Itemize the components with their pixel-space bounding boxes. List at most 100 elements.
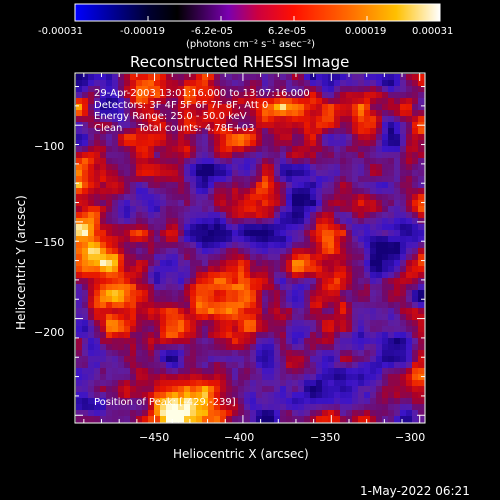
heatmap-pixel xyxy=(250,224,257,231)
heatmap-pixel xyxy=(124,380,131,387)
heatmap-pixel xyxy=(106,260,113,267)
heatmap-pixel xyxy=(286,392,293,399)
heatmap-pixel xyxy=(130,92,137,99)
heatmap-pixel xyxy=(100,110,107,117)
heatmap-pixel xyxy=(76,212,83,219)
heatmap-pixel xyxy=(304,158,311,165)
heatmap-pixel xyxy=(208,404,215,411)
heatmap-pixel xyxy=(142,92,149,99)
heatmap-pixel xyxy=(418,254,425,261)
heatmap-pixel xyxy=(112,392,119,399)
heatmap-pixel xyxy=(172,278,179,285)
heatmap-pixel xyxy=(88,104,95,111)
heatmap-pixel xyxy=(184,164,191,171)
heatmap-pixel xyxy=(130,158,137,165)
heatmap-pixel xyxy=(82,176,89,183)
heatmap-pixel xyxy=(154,74,161,81)
heatmap-pixel xyxy=(208,248,215,255)
heatmap-pixel xyxy=(232,92,239,99)
heatmap-pixel xyxy=(286,338,293,345)
heatmap-pixel xyxy=(226,230,233,237)
heatmap-pixel xyxy=(172,350,179,357)
heatmap-pixel xyxy=(286,134,293,141)
heatmap-pixel xyxy=(244,104,251,111)
heatmap-pixel xyxy=(406,188,413,195)
heatmap-pixel xyxy=(178,266,185,273)
heatmap-pixel xyxy=(130,416,137,423)
heatmap-pixel xyxy=(298,194,305,201)
heatmap-pixel xyxy=(340,374,347,381)
heatmap-pixel xyxy=(106,284,113,291)
x-tick-label: −400 xyxy=(224,431,255,444)
heatmap-pixel xyxy=(76,200,83,207)
heatmap-pixel xyxy=(106,92,113,99)
heatmap-pixel xyxy=(418,362,425,369)
heatmap-pixel xyxy=(418,224,425,231)
heatmap-pixel xyxy=(214,128,221,135)
heatmap-pixel xyxy=(112,266,119,273)
heatmap-pixel xyxy=(364,152,371,159)
heatmap-pixel xyxy=(232,296,239,303)
heatmap-pixel xyxy=(364,266,371,273)
heatmap-pixel xyxy=(406,116,413,123)
heatmap-pixel xyxy=(352,140,359,147)
heatmap-pixel xyxy=(250,254,257,261)
heatmap-pixel xyxy=(214,116,221,123)
heatmap-pixel xyxy=(94,410,101,417)
heatmap-pixel xyxy=(394,146,401,153)
heatmap-pixel xyxy=(316,344,323,351)
heatmap-pixel xyxy=(214,404,221,411)
heatmap-pixel xyxy=(124,188,131,195)
heatmap-pixel xyxy=(316,398,323,405)
heatmap-pixel xyxy=(172,248,179,255)
heatmap-pixel xyxy=(250,152,257,159)
heatmap-pixel xyxy=(124,326,131,333)
heatmap-pixel xyxy=(124,368,131,375)
heatmap-pixel xyxy=(118,362,125,369)
heatmap-pixel xyxy=(112,374,119,381)
heatmap-pixel xyxy=(226,86,233,93)
heatmap-pixel xyxy=(100,176,107,183)
heatmap-pixel xyxy=(238,368,245,375)
heatmap-pixel xyxy=(190,302,197,309)
heatmap-pixel xyxy=(142,338,149,345)
heatmap-pixel xyxy=(250,140,257,147)
heatmap-pixel xyxy=(418,302,425,309)
heatmap-pixel xyxy=(418,110,425,117)
heatmap-pixel xyxy=(172,230,179,237)
heatmap-pixel xyxy=(196,368,203,375)
heatmap-pixel xyxy=(106,332,113,339)
heatmap-pixel xyxy=(400,332,407,339)
heatmap-pixel xyxy=(208,356,215,363)
heatmap-pixel xyxy=(88,320,95,327)
heatmap-pixel xyxy=(76,86,83,93)
heatmap-pixel xyxy=(406,350,413,357)
heatmap-pixel xyxy=(124,170,131,177)
heatmap-pixel xyxy=(328,314,335,321)
heatmap-pixel xyxy=(208,368,215,375)
heatmap-pixel xyxy=(160,320,167,327)
heatmap-pixel xyxy=(94,218,101,225)
heatmap-pixel xyxy=(310,356,317,363)
heatmap-pixel xyxy=(166,182,173,189)
heatmap-pixel xyxy=(148,122,155,129)
heatmap-pixel xyxy=(412,140,419,147)
heatmap-pixel xyxy=(358,272,365,279)
heatmap-pixel xyxy=(400,170,407,177)
heatmap-pixel xyxy=(340,320,347,327)
heatmap-pixel xyxy=(76,206,83,213)
heatmap-pixel xyxy=(124,230,131,237)
heatmap-pixel xyxy=(88,146,95,153)
heatmap-pixel xyxy=(340,188,347,195)
heatmap-pixel xyxy=(82,224,89,231)
heatmap-pixel xyxy=(160,164,167,171)
heatmap-pixel xyxy=(220,170,227,177)
rhessi-heatmap xyxy=(76,74,425,423)
heatmap-pixel xyxy=(394,416,401,423)
heatmap-pixel xyxy=(82,212,89,219)
heatmap-pixel xyxy=(112,242,119,249)
heatmap-pixel xyxy=(352,200,359,207)
heatmap-pixel xyxy=(340,164,347,171)
heatmap-pixel xyxy=(172,236,179,243)
heatmap-pixel xyxy=(178,296,185,303)
